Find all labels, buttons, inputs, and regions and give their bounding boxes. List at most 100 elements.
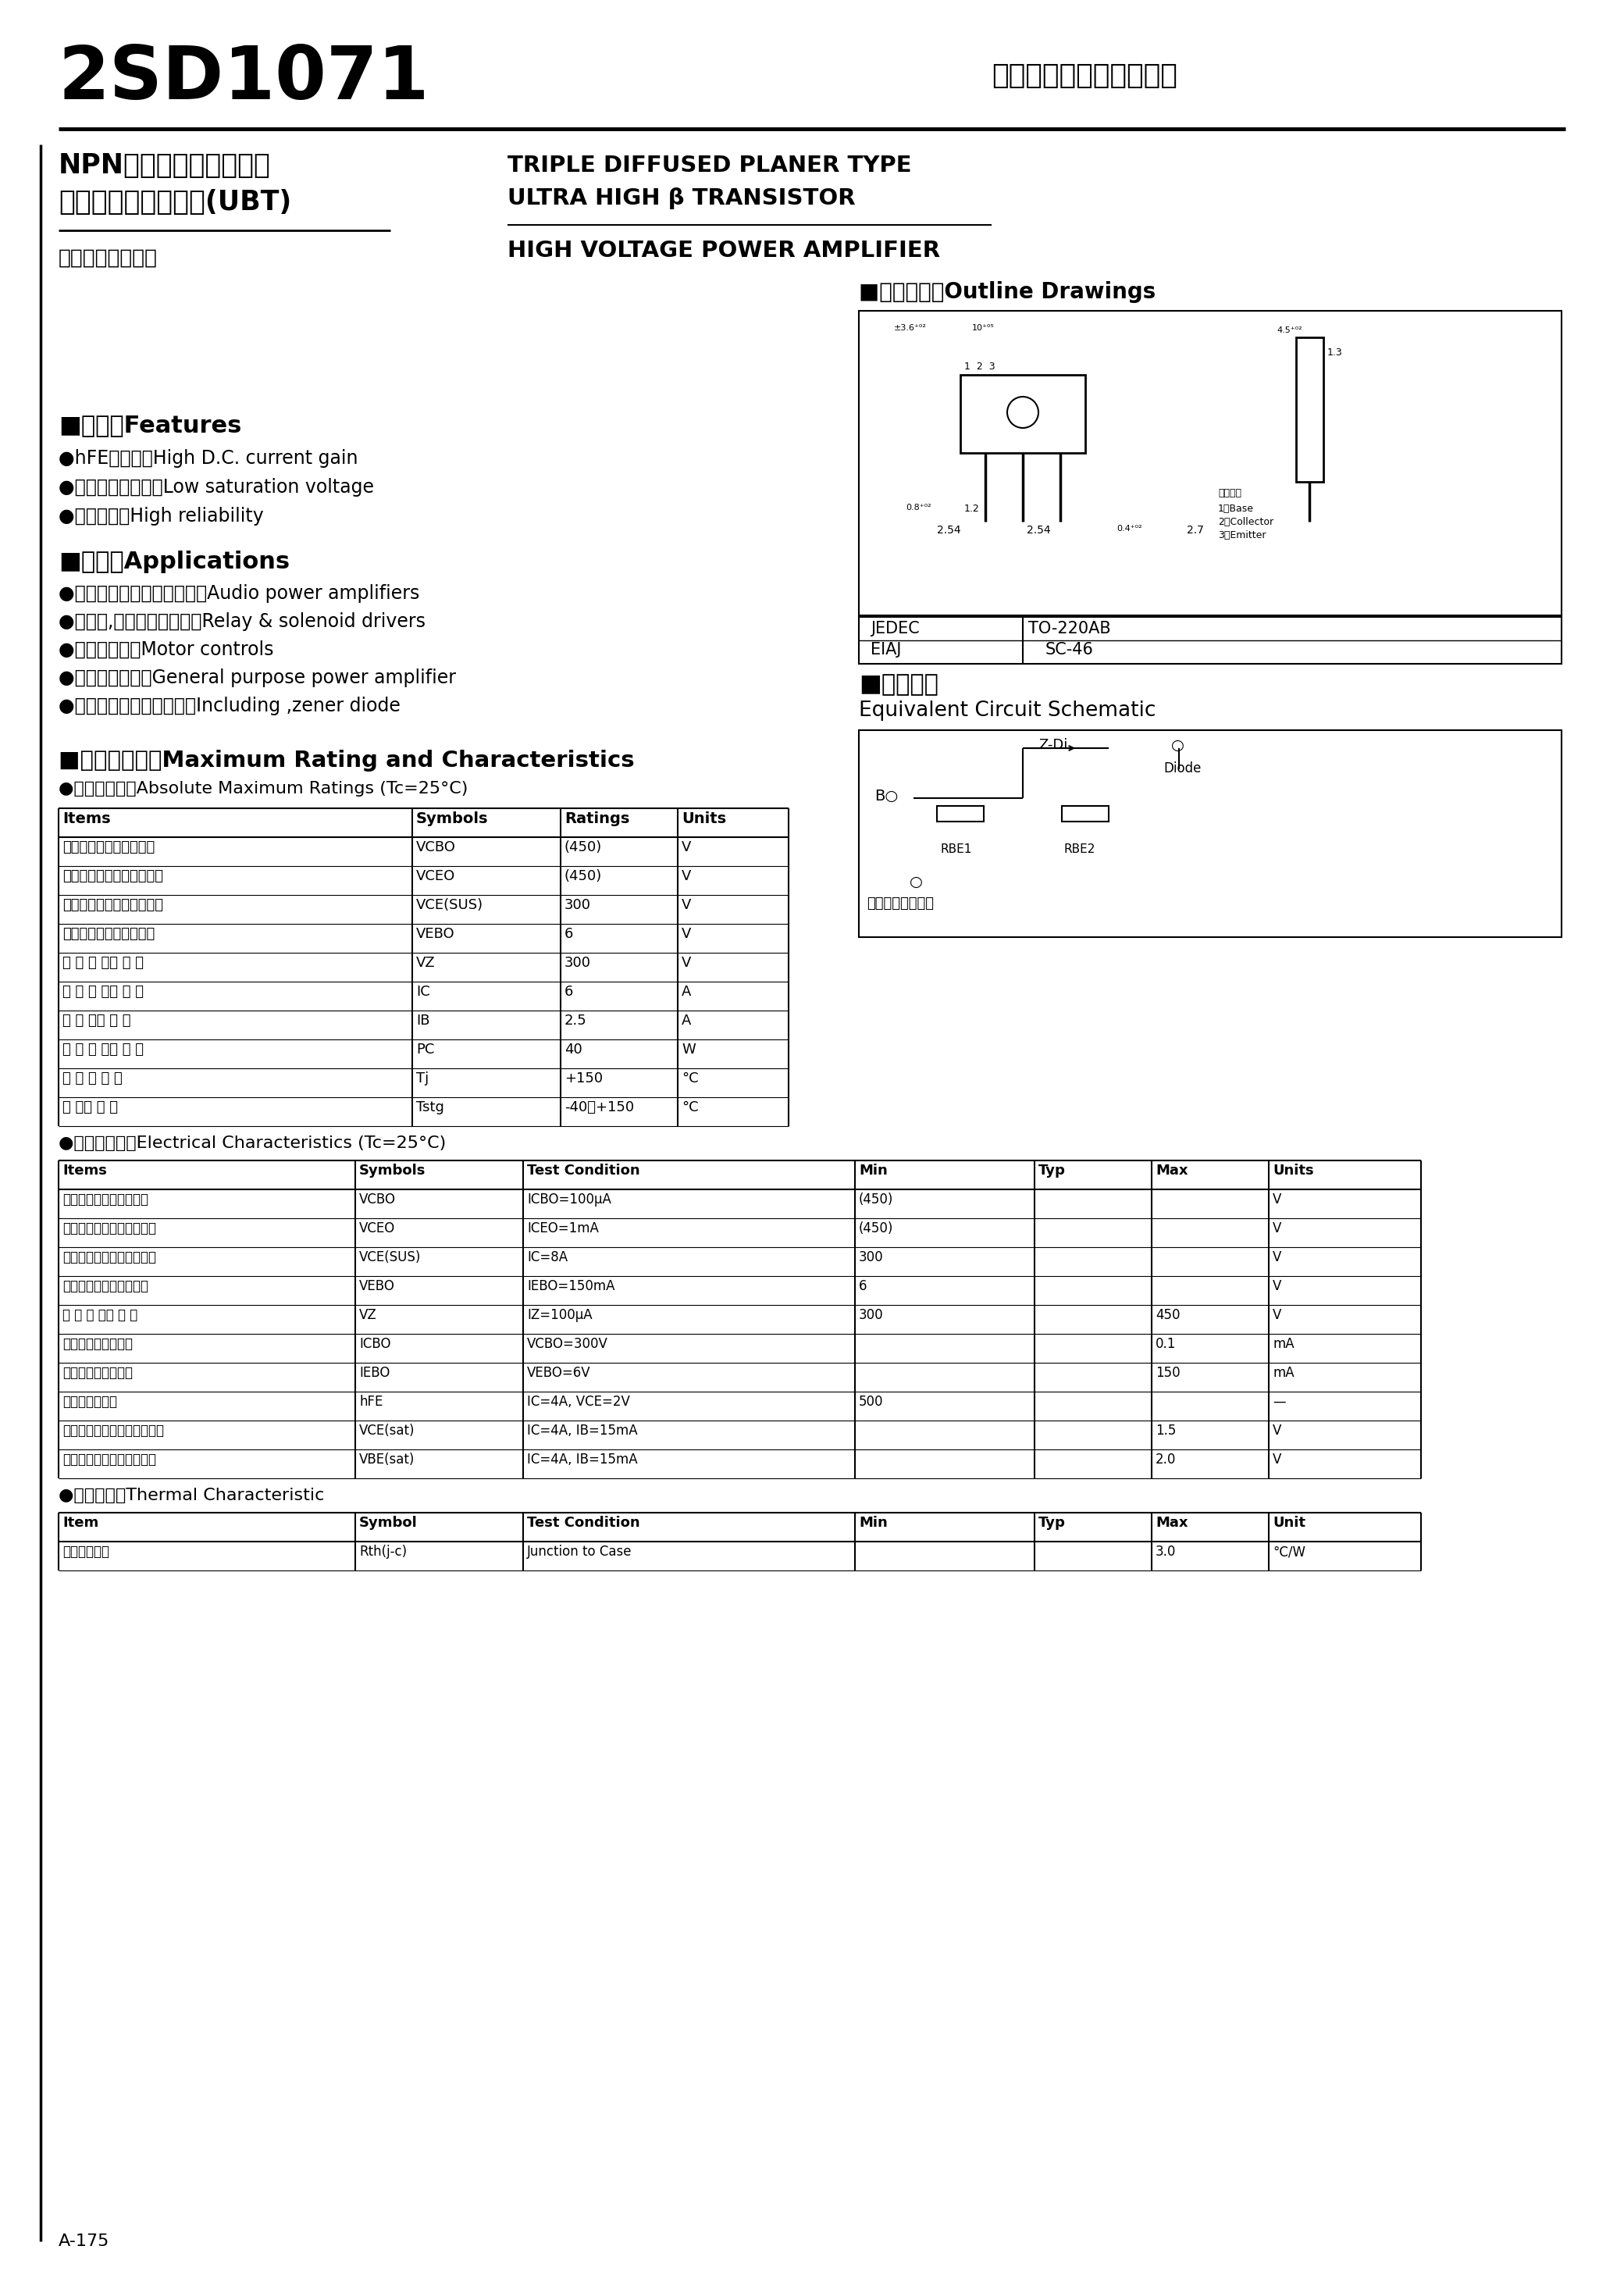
Text: VCBO: VCBO [359, 1191, 396, 1207]
Text: ベース・エミッタ飽和電圧: ベース・エミッタ飽和電圧 [62, 1453, 156, 1467]
Text: 6: 6 [565, 927, 573, 941]
Text: コレクタ・エミッタ間電圧: コレクタ・エミッタ間電圧 [62, 898, 162, 911]
Text: ■用途：Applications: ■用途：Applications [58, 551, 289, 574]
Text: 300: 300 [859, 1308, 883, 1321]
Text: ±3.6⁺⁰²: ±3.6⁺⁰² [893, 323, 927, 333]
Bar [1062, 806, 1109, 822]
Text: ●モータ制御　Motor controls: ●モータ制御 Motor controls [58, 640, 274, 658]
Text: 2.54: 2.54 [937, 524, 961, 535]
Text: 500: 500 [859, 1394, 883, 1408]
Text: hFE: hFE [359, 1394, 383, 1408]
Text: エミッタしゃ断電流: エミッタしゃ断電流 [62, 1367, 133, 1380]
Text: 0.8⁺⁰²: 0.8⁺⁰² [906, 503, 931, 513]
Text: （　）内は設計値: （ ）内は設計値 [867, 898, 934, 911]
Bar [859, 617, 1562, 663]
Text: V: V [1273, 1191, 1281, 1207]
Text: コ レ ク タ　 損 失: コ レ ク タ 損 失 [62, 1043, 143, 1057]
Text: V: V [1273, 1424, 1281, 1437]
Text: ウルトラハイベータ(UBT): ウルトラハイベータ(UBT) [58, 189, 291, 216]
Text: PC: PC [416, 1043, 434, 1057]
Text: 2.0: 2.0 [1156, 1453, 1176, 1467]
Text: Items: Items [62, 1164, 107, 1178]
Text: Test Condition: Test Condition [528, 1515, 640, 1531]
Text: TO-220AB: TO-220AB [1028, 622, 1111, 636]
Text: VCE(sat): VCE(sat) [359, 1424, 416, 1437]
Text: IB: IB [416, 1014, 430, 1027]
Text: ULTRA HIGH β TRANSISTOR: ULTRA HIGH β TRANSISTOR [507, 187, 856, 210]
Text: RBE1: RBE1 [940, 843, 973, 854]
Text: Typ: Typ [1038, 1164, 1065, 1178]
Text: IZ=100μA: IZ=100μA [528, 1308, 593, 1321]
Text: (450): (450) [565, 841, 603, 854]
Text: VEBO: VEBO [416, 927, 455, 941]
Text: mA: mA [1273, 1337, 1294, 1351]
Text: 4.5⁺⁰²: 4.5⁺⁰² [1276, 326, 1302, 335]
Text: +150: +150 [565, 1071, 603, 1087]
Text: V: V [1273, 1453, 1281, 1467]
Text: Item: Item [62, 1515, 99, 1531]
Text: Symbols: Symbols [416, 811, 489, 827]
Text: °C: °C [682, 1071, 698, 1087]
Text: 2：Collector: 2：Collector [1218, 517, 1273, 526]
Text: Equivalent Circuit Schematic: Equivalent Circuit Schematic [859, 702, 1156, 720]
Text: エミッタ・ベース間電圧: エミッタ・ベース間電圧 [62, 1280, 148, 1294]
Text: ICEO=1mA: ICEO=1mA [528, 1221, 599, 1235]
Text: VCEO: VCEO [359, 1221, 395, 1235]
Text: 1：Base: 1：Base [1218, 503, 1254, 515]
Text: 2.5: 2.5 [565, 1014, 586, 1027]
Text: °C/W: °C/W [1273, 1544, 1306, 1558]
Text: VCBO=300V: VCBO=300V [528, 1337, 607, 1351]
Text: 保 存　 温 度: 保 存 温 度 [62, 1100, 119, 1114]
Text: ●熱的特性：Thermal Characteristic: ●熱的特性：Thermal Characteristic [58, 1488, 325, 1503]
Text: -40～+150: -40～+150 [565, 1100, 633, 1114]
Text: A: A [682, 1014, 692, 1027]
Text: 1.3: 1.3 [1327, 349, 1343, 358]
Text: ●定電圧ダイオード内蔵　Including ,zener diode: ●定電圧ダイオード内蔵 Including ,zener diode [58, 697, 401, 715]
Text: ベ ー ス　 電 流: ベ ー ス 電 流 [62, 1014, 132, 1027]
Text: VCBO: VCBO [416, 841, 456, 854]
Text: IC=4A, IB=15mA: IC=4A, IB=15mA [528, 1453, 638, 1467]
Text: ●オーディオパワーアンプ　Audio power amplifiers: ●オーディオパワーアンプ Audio power amplifiers [58, 583, 419, 604]
Text: IEBO=150mA: IEBO=150mA [528, 1280, 615, 1294]
Text: エミッタ・ベース間電圧: エミッタ・ベース間電圧 [62, 927, 154, 941]
Text: V: V [682, 841, 692, 854]
Text: 富士パワートランジスタ: 富士パワートランジスタ [992, 62, 1177, 89]
Text: 1.2: 1.2 [965, 503, 979, 515]
Text: 0.4⁺⁰²: 0.4⁺⁰² [1117, 524, 1142, 533]
Text: Diode: Diode [1163, 761, 1202, 775]
Text: 2.54: 2.54 [1026, 524, 1051, 535]
Text: 0.1: 0.1 [1156, 1337, 1176, 1351]
Text: Unit: Unit [1273, 1515, 1306, 1531]
Text: ●リレー,ソレノイド駆動　Relay & solenoid drivers: ●リレー,ソレノイド駆動 Relay & solenoid drivers [58, 613, 425, 631]
Text: mA: mA [1273, 1367, 1294, 1380]
Text: VZ: VZ [359, 1308, 377, 1321]
Text: Units: Units [682, 811, 726, 827]
Text: 300: 300 [859, 1251, 883, 1264]
Text: 接 合 部 温 度: 接 合 部 温 度 [62, 1071, 122, 1087]
Text: NPN三重拡散プレーナ形: NPN三重拡散プレーナ形 [58, 153, 271, 180]
Text: 150: 150 [1156, 1367, 1181, 1380]
Text: 2.7: 2.7 [1187, 524, 1203, 535]
Text: 40: 40 [565, 1043, 583, 1057]
Text: コレクタしゃ断電流: コレクタしゃ断電流 [62, 1337, 133, 1351]
Text: コレクタ・エミッタ間電圧: コレクタ・エミッタ間電圧 [62, 870, 162, 884]
Text: ツ ェ ナ ー　 電 圧: ツ ェ ナ ー 電 圧 [62, 957, 143, 970]
Text: ●hFEが高い　High D.C. current gain: ●hFEが高い High D.C. current gain [58, 449, 357, 467]
Text: 6: 6 [565, 984, 573, 998]
Text: 直流電流増幅率: 直流電流増幅率 [62, 1394, 117, 1408]
Text: ICBO=100μA: ICBO=100μA [528, 1191, 611, 1207]
Text: V: V [1273, 1221, 1281, 1235]
Text: 300: 300 [565, 957, 591, 970]
Bar [859, 310, 1562, 615]
Text: 熱　　抵　抗: 熱 抵 抗 [62, 1544, 109, 1558]
Bar [937, 806, 984, 822]
Text: ■等価回路: ■等価回路 [859, 674, 939, 695]
Text: V: V [1273, 1251, 1281, 1264]
Text: V: V [682, 957, 692, 970]
Text: ■外形寸法：Outline Drawings: ■外形寸法：Outline Drawings [859, 280, 1156, 303]
Text: コレクタ・エミッタ間電圧: コレクタ・エミッタ間電圧 [62, 1251, 156, 1264]
Text: (450): (450) [859, 1191, 893, 1207]
Text: 6: 6 [859, 1280, 867, 1294]
Text: Ratings: Ratings [565, 811, 630, 827]
Text: Max: Max [1156, 1515, 1187, 1531]
